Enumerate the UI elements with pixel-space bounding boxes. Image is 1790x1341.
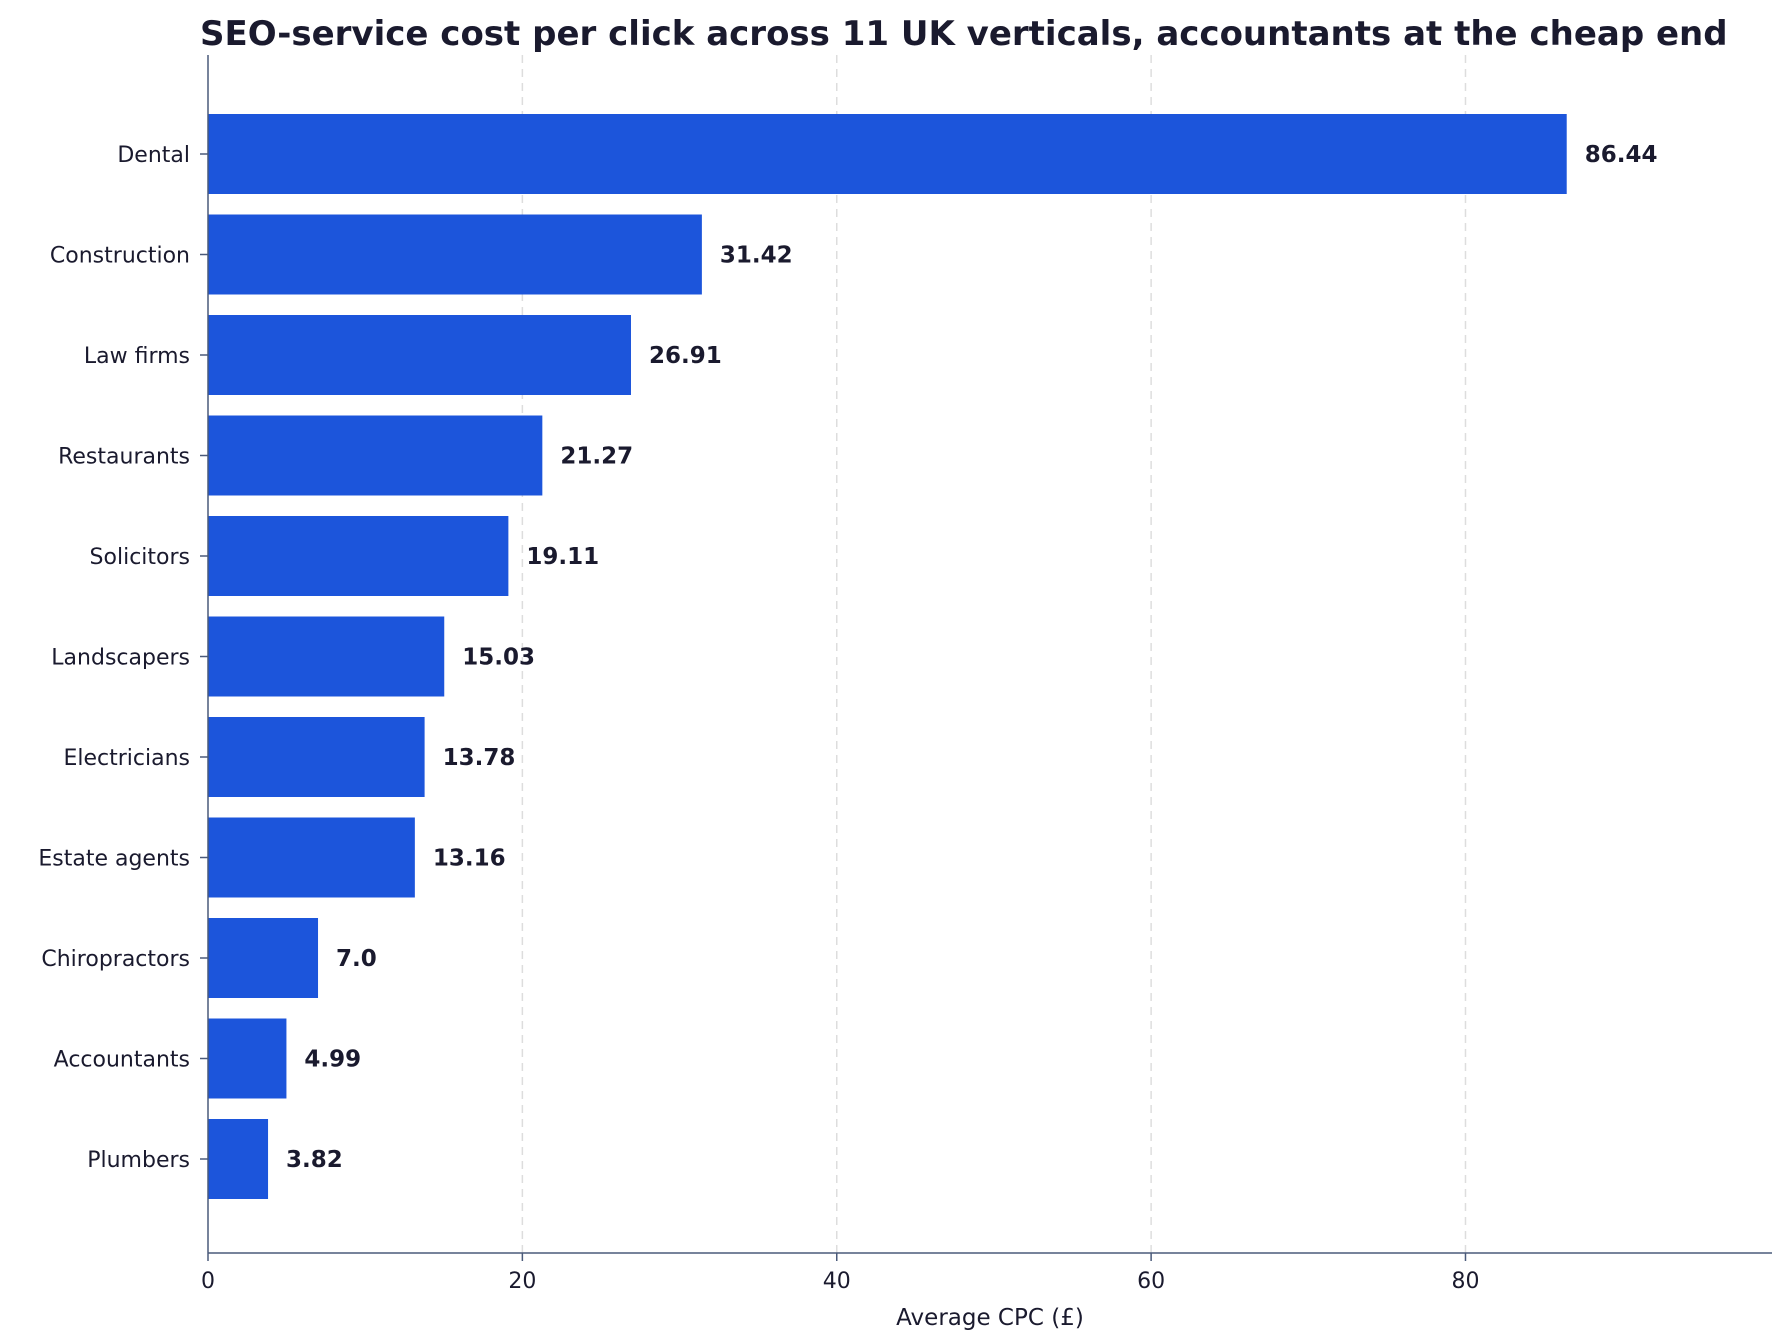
- axes: Dental Construction Law firms Restaurants So…: [38, 55, 1772, 1294]
- value-label: 26.91: [649, 343, 722, 369]
- y-tick-label: Construction: [50, 244, 190, 269]
- value-label: 13.16: [433, 846, 506, 872]
- y-tick-label: Chiropractors: [41, 947, 190, 972]
- value-label: 7.0: [336, 946, 377, 972]
- x-tick-label: 60: [1137, 1269, 1165, 1294]
- x-tick-label: 40: [823, 1269, 851, 1294]
- bar: [208, 817, 415, 898]
- bar: [208, 717, 425, 797]
- y-tick-label: Law firms: [84, 344, 190, 369]
- value-label: 86.44: [1585, 142, 1658, 168]
- value-label: 13.78: [443, 745, 516, 771]
- value-label: 3.82: [286, 1147, 343, 1173]
- y-tick-label: Accountants: [54, 1048, 190, 1073]
- bar: [208, 516, 509, 596]
- bar: [208, 1018, 287, 1099]
- y-tick-label: Dental: [117, 143, 190, 168]
- y-tick-label: Estate agents: [38, 847, 190, 872]
- value-label: 21.27: [560, 444, 633, 470]
- x-tick-label: 0: [201, 1269, 215, 1294]
- x-tick-label: 20: [508, 1269, 536, 1294]
- chart-title: SEO-service cost per click across 11 UK …: [200, 14, 1728, 54]
- value-label: 4.99: [304, 1047, 361, 1073]
- y-tick-label: Plumbers: [87, 1148, 190, 1173]
- x-tick-label: 80: [1451, 1269, 1479, 1294]
- bars: 86.44 31.42 26.91 21.27 19.11 15.03 13.78 13.16…: [208, 114, 1657, 1199]
- bar: [208, 1119, 269, 1199]
- bar: [208, 415, 543, 496]
- value-label: 31.42: [720, 243, 793, 269]
- bar: [208, 114, 1567, 194]
- bar: [208, 214, 702, 295]
- bar: [208, 918, 319, 998]
- bar: [208, 315, 631, 395]
- y-tick-label: Solicitors: [90, 545, 190, 570]
- y-tick-label: Restaurants: [58, 445, 190, 470]
- x-axis-label: Average CPC (£): [896, 1305, 1084, 1331]
- y-tick-label: Electricians: [63, 746, 190, 771]
- value-label: 15.03: [462, 645, 535, 671]
- bar: [208, 616, 445, 697]
- y-tick-label: Landscapers: [51, 646, 190, 671]
- value-label: 19.11: [526, 544, 599, 570]
